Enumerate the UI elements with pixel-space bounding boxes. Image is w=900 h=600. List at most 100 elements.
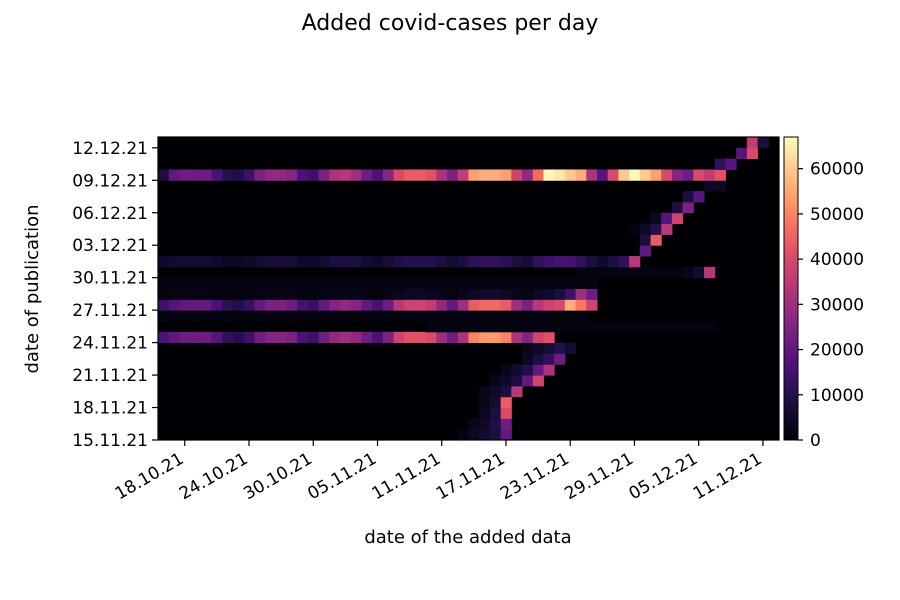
x-tick-label: 11.11.21 [369, 449, 445, 504]
x-tick-label: 30.10.21 [240, 449, 316, 504]
heatmap-cell [307, 256, 320, 268]
heatmap-cell [489, 396, 502, 409]
heatmap-cell [532, 288, 544, 300]
heatmap-cell [618, 256, 630, 268]
heatmap-cell [286, 277, 298, 289]
heatmap-cell [479, 288, 491, 300]
heatmap-cell [564, 169, 577, 181]
y-tick-label: 21.11.21 [72, 366, 148, 386]
heatmap-cell [575, 266, 587, 279]
heatmap-cell [575, 320, 587, 333]
heatmap-cell [211, 288, 223, 300]
heatmap-cell [254, 310, 266, 322]
heatmap-cell [254, 277, 266, 289]
heatmap-cell [436, 331, 448, 344]
heatmap-cell [468, 299, 480, 311]
heatmap-cell [307, 169, 320, 181]
heatmap-cell [190, 331, 202, 344]
heatmap-cell [211, 310, 223, 322]
heatmap-cell [404, 277, 416, 289]
heatmap-cell [447, 331, 459, 344]
heatmap-cell [639, 245, 652, 257]
heatmap-cell [522, 169, 534, 181]
heatmap-cell [639, 234, 652, 246]
heatmap-cell [543, 169, 555, 181]
heatmap-cell [275, 331, 287, 344]
heatmap-cell [361, 288, 373, 300]
heatmap-cell [746, 137, 759, 149]
heatmap-cell [404, 299, 416, 311]
heatmap-cell [286, 256, 298, 268]
heatmap-cell [307, 310, 320, 322]
x-axis-label: date of the added data [364, 527, 571, 548]
heatmap-cell [190, 299, 202, 311]
heatmap-cell [511, 169, 523, 181]
heatmap-cell [361, 169, 373, 181]
colorbar-tick-label: 0 [810, 431, 821, 451]
heatmap-cell [265, 288, 277, 300]
heatmap-cell [382, 288, 395, 300]
heatmap-cell [232, 331, 245, 344]
heatmap-cell [586, 320, 598, 333]
heatmap-cell [340, 169, 352, 181]
heatmap-cell [704, 320, 716, 333]
heatmap-cell [265, 256, 277, 268]
heatmap-cell [158, 299, 170, 311]
heatmap-cell [554, 169, 566, 181]
heatmap-cell [447, 310, 459, 322]
heatmap-cell [168, 256, 180, 268]
heatmap-cell [286, 310, 298, 322]
heatmap-cell [575, 169, 587, 181]
heatmap-cell [554, 310, 566, 322]
heatmap-cell [200, 288, 213, 300]
heatmap-cell [596, 169, 609, 181]
heatmap-cell [350, 299, 362, 311]
heatmap-cell [382, 256, 395, 268]
heatmap-cell [661, 223, 673, 235]
heatmap-cell [457, 288, 469, 300]
x-axis-ticks: 18.10.2124.10.2130.10.2105.11.2111.11.21… [112, 440, 765, 504]
heatmap-cell [243, 299, 255, 311]
heatmap-cell [318, 310, 330, 322]
heatmap-cell [425, 256, 437, 268]
heatmap-cell [222, 331, 234, 344]
heatmap-cell [629, 266, 641, 279]
heatmap-cell [532, 277, 544, 289]
heatmap-cell [693, 320, 705, 333]
heatmap-cell [618, 169, 630, 181]
heatmap-cell [254, 256, 266, 268]
heatmap-cell [543, 331, 555, 344]
heatmap-cell [489, 429, 502, 441]
colorbar-tick-label: 30000 [810, 295, 864, 315]
heatmap-cell [489, 385, 502, 398]
heatmap-cell [543, 288, 555, 300]
heatmap-cell [639, 266, 652, 279]
heatmap-cell [489, 320, 502, 333]
heatmap-cell [522, 277, 534, 289]
heatmap-cell [596, 256, 609, 268]
heatmap-cell [607, 266, 619, 279]
heatmap-cell [168, 310, 180, 322]
heatmap-cell [297, 256, 309, 268]
heatmap-cell [372, 288, 384, 300]
heatmap-cell [254, 331, 266, 344]
heatmap-cell [436, 299, 448, 311]
heatmap-cell [436, 310, 448, 322]
heatmap-cell [511, 288, 523, 300]
heatmap-cell [329, 299, 341, 311]
y-tick-label: 24.11.21 [72, 334, 148, 354]
heatmap-cell [393, 288, 405, 300]
heatmap-cell [682, 320, 694, 333]
heatmap-cell [479, 299, 491, 311]
y-axis-label: date of publication [22, 204, 43, 373]
heatmap-cell [243, 169, 255, 181]
heatmap-cell [661, 266, 673, 279]
heatmap-cell [211, 299, 223, 311]
heatmap-cell [297, 331, 309, 344]
heatmap-cell [468, 429, 480, 441]
heatmap-cell [500, 418, 512, 430]
heatmap-cell [468, 169, 480, 181]
x-tick-label: 29.11.21 [561, 449, 637, 504]
heatmap-cell [511, 310, 523, 322]
heatmap-cell [575, 299, 587, 311]
